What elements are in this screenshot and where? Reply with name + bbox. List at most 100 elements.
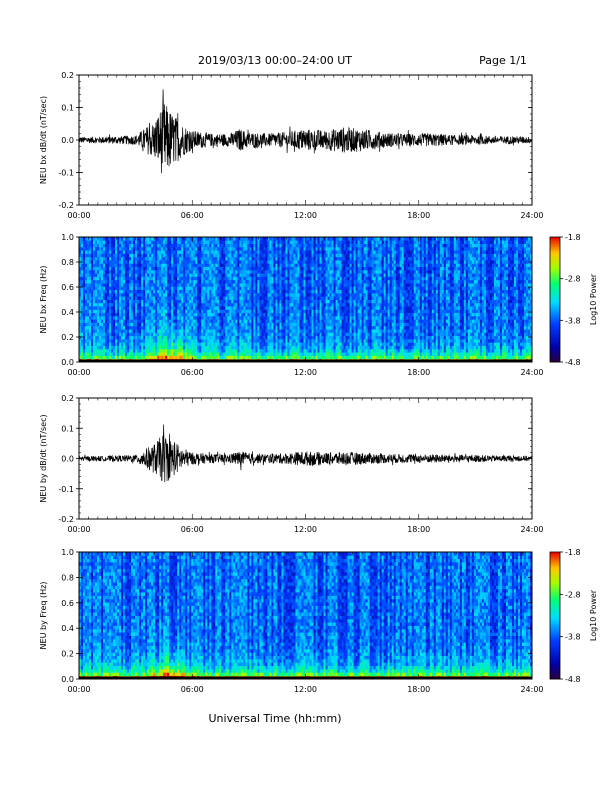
spectrogram-cell	[137, 306, 140, 310]
spectrogram-cell	[143, 319, 146, 323]
spectrogram-cell	[133, 325, 136, 330]
spectrogram-cell	[119, 342, 122, 346]
spectrogram-cell	[93, 286, 96, 291]
spectrogram-cell	[117, 289, 120, 294]
spectrogram-cell	[105, 332, 108, 337]
spectrogram-cell	[121, 246, 124, 251]
spectrogram-cell	[147, 342, 150, 346]
spectrogram-cell	[89, 246, 92, 251]
spectrogram-cell	[97, 299, 100, 304]
spectrogram-cell	[163, 315, 166, 320]
spectrogram-cell	[159, 237, 162, 241]
spectrogram-cell	[119, 289, 122, 294]
spectrogram-cell	[79, 319, 82, 323]
spectrogram-cell	[131, 315, 134, 320]
spectrogram-cell	[97, 286, 100, 291]
spectrogram-cell	[111, 348, 114, 353]
spectrogram-cell	[139, 279, 142, 284]
spectrogram-cell	[157, 319, 160, 323]
spectrogram-cell	[81, 299, 84, 304]
spectrogram-cell	[113, 286, 116, 291]
spectrogram-cell	[171, 306, 174, 310]
spectrogram-cell	[107, 292, 110, 297]
spectrogram-cell	[157, 289, 160, 294]
spectrogram-cell	[79, 292, 82, 297]
spectrogram-cell	[79, 299, 82, 304]
spectrogram-cell	[151, 273, 154, 277]
spectrogram-cell	[101, 263, 104, 268]
spectrogram-cell	[127, 250, 130, 254]
spectrogram-cell	[87, 296, 90, 300]
spectrogram-cell	[121, 319, 124, 323]
spectrogram-cell	[133, 355, 136, 360]
spectrogram-cell	[141, 269, 144, 274]
spectrogram-cell	[159, 325, 162, 330]
spectrogram-cell	[129, 322, 132, 327]
spectrogram-cell	[165, 253, 168, 258]
spectrogram-cell	[103, 342, 106, 346]
spectrogram-cell	[81, 352, 84, 356]
spectrogram-cell	[119, 283, 122, 287]
spectrogram-cell	[149, 283, 152, 287]
y-tick-label: -0.1	[58, 169, 74, 178]
spectrogram-cell	[103, 312, 106, 317]
spectrogram-cell	[109, 319, 112, 323]
spectrogram-cell	[139, 348, 142, 353]
spectrogram-cell	[135, 292, 138, 297]
spectrogram-cell	[139, 263, 142, 268]
spectrogram-cell	[83, 299, 86, 304]
spectrogram-cell	[83, 253, 86, 258]
spectrogram-cell	[97, 246, 100, 251]
spectrogram-cell	[145, 286, 148, 291]
spectrogram-cell	[105, 296, 108, 300]
spectrogram-cell	[87, 352, 90, 356]
spectrogram-cell	[105, 283, 108, 287]
spectrogram-cell	[99, 269, 102, 274]
spectrogram-cell	[101, 325, 104, 330]
spectrogram-cell	[79, 256, 82, 261]
spectrogram-cell	[111, 276, 114, 281]
spectrogram-cell	[123, 322, 126, 327]
spectrogram-cell	[167, 269, 170, 274]
spectrogram-cell	[89, 263, 92, 268]
spectrogram-cell	[147, 289, 150, 294]
spectrogram-cell	[133, 342, 136, 346]
spectrogram-cell	[101, 338, 104, 343]
spectrogram-cell	[103, 319, 106, 323]
spectrogram-cell	[155, 338, 158, 343]
spectrogram-cell	[79, 345, 82, 350]
spectrogram-cell	[135, 273, 138, 277]
spectrogram-cell	[115, 325, 118, 330]
spectrogram-cell	[119, 266, 122, 271]
spectrogram-cell	[125, 276, 128, 281]
spectrogram-cell	[131, 335, 134, 340]
spectrogram-cell	[123, 342, 126, 346]
spectrogram-cell	[139, 315, 142, 320]
spectrogram-cell	[129, 243, 132, 248]
spectrogram-cell	[93, 283, 96, 287]
spectrogram-cell	[131, 246, 134, 251]
spectrogram-cell	[147, 315, 150, 320]
spectrogram-cell	[115, 269, 118, 274]
spectrogram-cell	[83, 348, 86, 353]
spectrogram-cell	[147, 266, 150, 271]
spectrogram-cell	[91, 246, 94, 251]
spectrogram-cell	[105, 263, 108, 268]
spectrogram-cell	[103, 299, 106, 304]
spectrogram-cell	[153, 306, 156, 310]
spectrogram-cell	[147, 243, 150, 248]
spectrogram-cell	[125, 286, 128, 291]
spectrogram-cell	[161, 273, 164, 277]
spectrogram-cell	[125, 260, 128, 264]
spectrogram-cell	[125, 299, 128, 304]
spectrogram-cell	[143, 286, 146, 291]
spectrogram-cell	[123, 315, 126, 320]
spectrogram-cell	[81, 312, 84, 317]
spectrogram-cell	[153, 345, 156, 350]
spectrogram-cell	[93, 250, 96, 254]
spectrogram-cell	[159, 322, 162, 327]
spectrogram-cell	[137, 253, 140, 258]
spectrogram-cell	[117, 243, 120, 248]
spectrogram-cell	[93, 292, 96, 297]
spectrogram-cell	[139, 312, 142, 317]
